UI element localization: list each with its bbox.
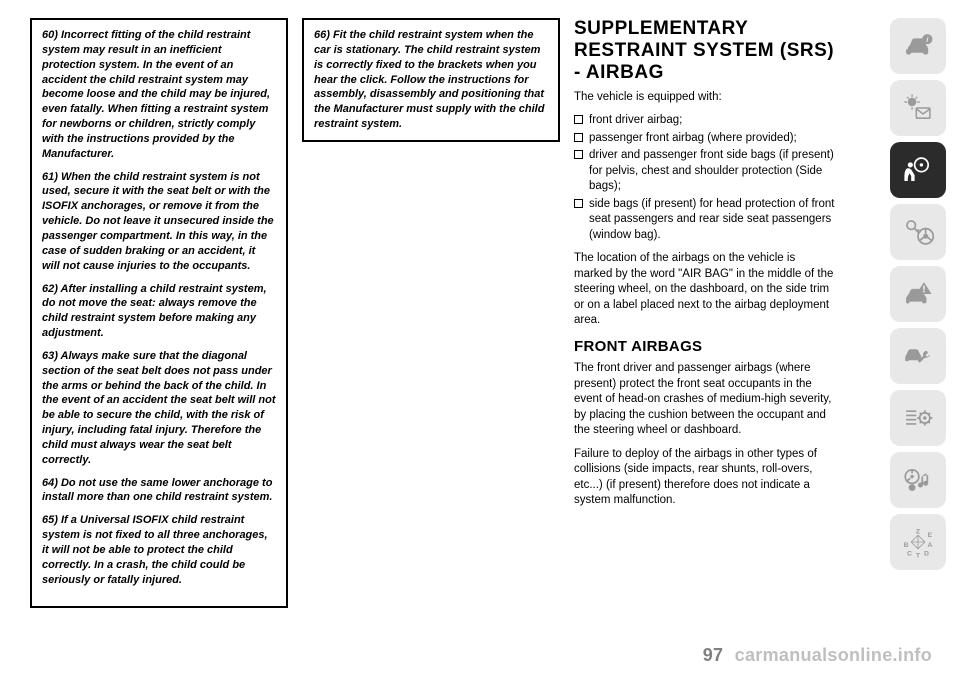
- list-item: passenger front airbag (where provided);: [574, 131, 836, 147]
- tab-lights[interactable]: [890, 80, 946, 136]
- section-title: SUPPLEMENTARY RESTRAINT SYSTEM (SRS) - A…: [574, 18, 836, 84]
- bullet-icon: [574, 199, 583, 208]
- equipment-list: front driver airbag; passenger front air…: [574, 113, 836, 243]
- car-wrench-icon: [901, 339, 935, 373]
- warning-66: 66) Fit the child restraint system when …: [314, 28, 548, 132]
- gear-list-icon: [901, 401, 935, 435]
- svg-text:D: D: [924, 551, 929, 558]
- tab-index[interactable]: Z E A D T C B: [890, 514, 946, 570]
- bullet-icon: [574, 150, 583, 159]
- car-warn-icon: [901, 277, 935, 311]
- front-airbags-text-1: The front driver and passenger airbags (…: [574, 361, 836, 439]
- compass-letters-icon: Z E A D T C B: [901, 525, 935, 559]
- warning-box-2: 66) Fit the child restraint system when …: [302, 18, 560, 142]
- svg-text:A: A: [927, 542, 932, 549]
- page: 60) Incorrect fitting of the child restr…: [0, 0, 960, 608]
- svg-text:C: C: [907, 551, 912, 558]
- warning-65: 65) If a Universal ISOFIX child restrain…: [42, 513, 276, 587]
- list-item-label: front driver airbag;: [589, 113, 682, 129]
- tab-starting[interactable]: [890, 204, 946, 260]
- tab-maintenance[interactable]: [890, 328, 946, 384]
- list-item: front driver airbag;: [574, 113, 836, 129]
- warning-63: 63) Always make sure that the diagonal s…: [42, 349, 276, 468]
- column-3: SUPPLEMENTARY RESTRAINT SYSTEM (SRS) - A…: [574, 18, 836, 608]
- intro-text: The vehicle is equipped with:: [574, 90, 836, 106]
- tab-multimedia[interactable]: [890, 452, 946, 508]
- light-mail-icon: [901, 91, 935, 125]
- svg-text:T: T: [916, 552, 921, 559]
- warning-61: 61) When the child restraint system is n…: [42, 170, 276, 274]
- list-item-label: driver and passenger front side bags (if…: [589, 148, 836, 195]
- airbag-icon: [901, 153, 935, 187]
- page-footer: 97 carmanualsonline.info: [703, 645, 932, 666]
- tab-vehicle-info[interactable]: i: [890, 18, 946, 74]
- warning-62: 62) After installing a child restraint s…: [42, 282, 276, 341]
- nav-music-icon: [901, 463, 935, 497]
- svg-text:B: B: [904, 542, 909, 549]
- bullet-icon: [574, 115, 583, 124]
- airbag-location-text: The location of the airbags on the vehic…: [574, 251, 836, 329]
- column-1: 60) Incorrect fitting of the child restr…: [30, 18, 288, 608]
- bullet-icon: [574, 133, 583, 142]
- key-wheel-icon: [901, 215, 935, 249]
- page-number: 97: [703, 645, 724, 665]
- tab-safety[interactable]: [890, 142, 946, 198]
- warning-box-1: 60) Incorrect fitting of the child restr…: [30, 18, 288, 608]
- list-item: driver and passenger front side bags (if…: [574, 148, 836, 195]
- svg-text:Z: Z: [916, 529, 920, 536]
- tab-specs[interactable]: [890, 390, 946, 446]
- side-tabs: i Z E A D T C: [890, 18, 946, 608]
- front-airbags-heading: FRONT AIRBAGS: [574, 337, 836, 357]
- warning-60: 60) Incorrect fitting of the child restr…: [42, 28, 276, 162]
- car-info-icon: i: [901, 29, 935, 63]
- svg-text:E: E: [928, 532, 933, 539]
- warning-64: 64) Do not use the same lower anchorage …: [42, 476, 276, 506]
- watermark: carmanualsonline.info: [735, 645, 932, 665]
- column-2: 66) Fit the child restraint system when …: [302, 18, 560, 608]
- list-item: side bags (if present) for head protecti…: [574, 197, 836, 244]
- tab-warnings[interactable]: [890, 266, 946, 322]
- list-item-label: side bags (if present) for head protecti…: [589, 197, 836, 244]
- list-item-label: passenger front airbag (where provided);: [589, 131, 797, 147]
- front-airbags-text-2: Failure to deploy of the airbags in othe…: [574, 447, 836, 509]
